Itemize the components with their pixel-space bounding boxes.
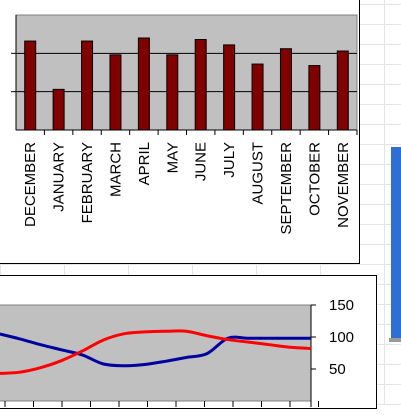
plot-area [0,304,312,402]
x-tick-label: APRIL [136,142,153,185]
bar [52,88,65,131]
line-chart: 150 100 50 [0,297,354,407]
bar [336,50,349,131]
bar [137,37,150,131]
bar [194,39,207,131]
line-chart-object[interactable]: 150 100 50 [0,275,377,409]
x-tick-label: NOVEMBER [335,142,352,228]
bar [81,40,94,131]
y-tick-label: 100 [329,329,354,346]
x-tick-label: OCTOBER [306,142,323,216]
x-tick-label: FEBRUARY [79,142,96,223]
plot-area [15,14,358,131]
bar [109,54,122,131]
bar-chart-object[interactable]: DECEMBER JANUARY FEBRUARY MARCH APRIL MAY JUNE… [0,0,360,264]
x-tick-label: JULY [221,142,238,178]
scrollbar-shadow [389,338,401,342]
x-tick-label: JUNE [193,142,210,181]
series-line-1 [0,329,312,375]
bar [24,40,37,131]
x-tick-label: SEPTEMBER [278,142,295,235]
x-tick-label: MARCH [107,142,124,197]
x-tick-label: DECEMBER [22,142,39,227]
x-tick-label: JANUARY [51,142,68,212]
bar-chart: DECEMBER JANUARY FEBRUARY MARCH APRIL MAY JUNE… [11,14,358,235]
y-tick-label: 150 [329,297,354,314]
bar [251,63,264,131]
scrollbar-thumb[interactable] [391,147,401,339]
x-tick-label: MAY [164,142,181,173]
series-line-0 [0,332,311,368]
bar [308,65,321,131]
bar [279,48,292,131]
x-tick-label: AUGUST [250,142,267,205]
y-tick-label: 50 [329,361,346,378]
bar [223,44,236,131]
bar [166,54,179,131]
